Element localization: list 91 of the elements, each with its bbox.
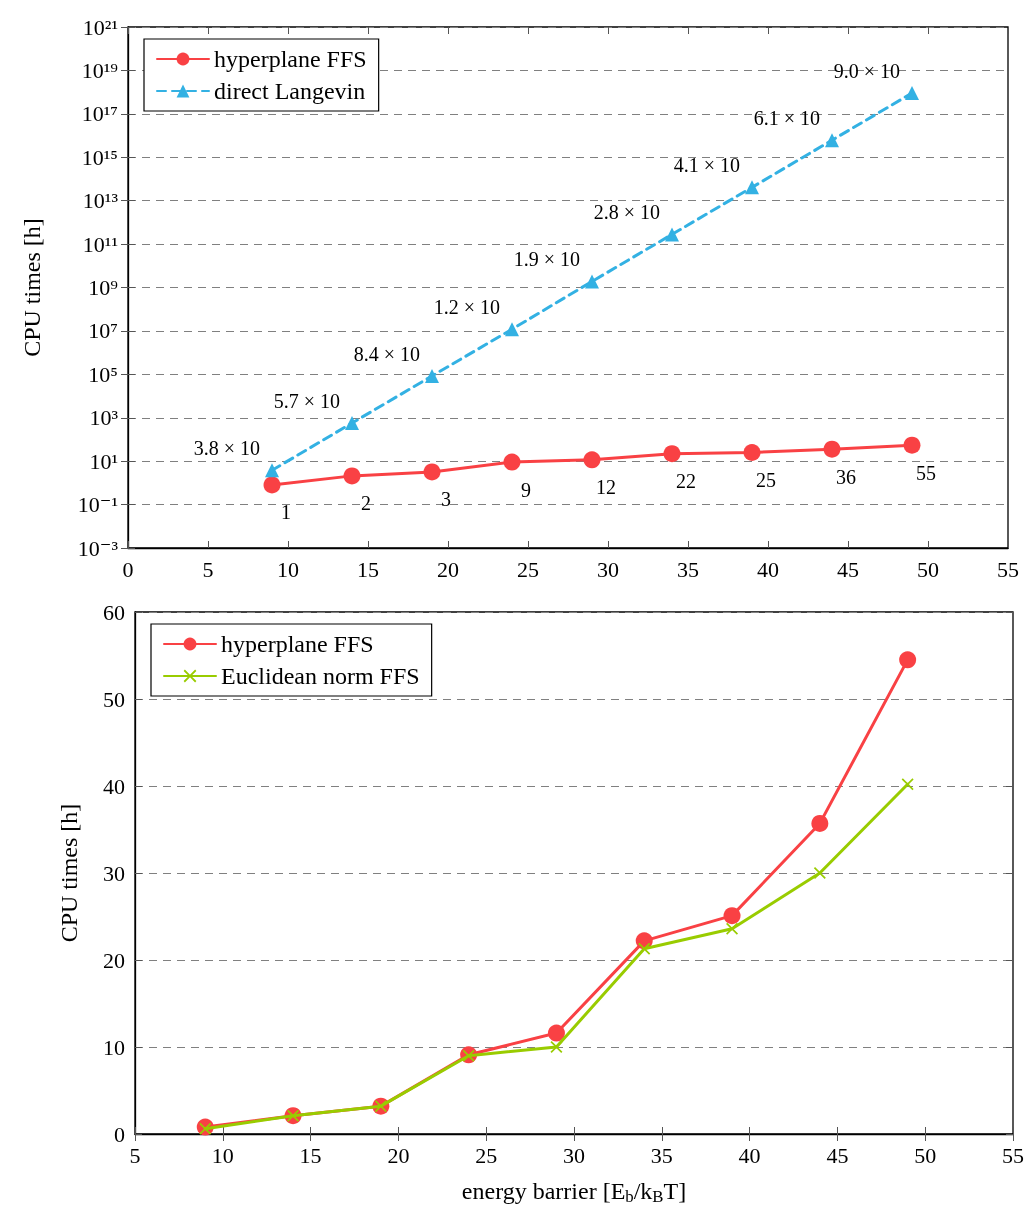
point [813,867,826,879]
point [723,907,741,925]
y-tick-label: 0 [114,1121,125,1147]
x-tick-label: 45 [826,1142,849,1168]
point [423,463,441,481]
y-tick-label: 10⁵ [88,361,118,387]
data-label: 9 [521,478,531,501]
y-tick-label: 10⁷ [88,318,118,344]
data-label: 25 [756,468,776,491]
legend-label: hyperplane FFS [214,46,367,72]
point [665,227,679,242]
x-tick-label: 40 [757,556,779,582]
point [903,436,921,454]
annotation: 9.0 × 10 [833,60,900,83]
annotation: 6.1 × 10 [753,107,820,130]
x-tick-label: 5 [129,1142,141,1168]
y-tick-label: 40 [103,773,125,799]
annotation: 8.4 × 10 [353,342,420,365]
x-tick-label: 30 [597,556,619,582]
legend-label: Euclidean norm FFS [221,663,420,689]
legend-label: direct Langevin [214,78,366,104]
point [823,440,841,458]
data-label: 12 [596,476,616,499]
point [263,476,281,494]
y-tick-label: 10¹¹ [82,231,118,257]
y-tick-label: 50 [103,686,125,712]
y-tick-label: 10⁻¹ [77,492,118,518]
point [505,322,519,337]
annotation: 4.1 × 10 [673,154,740,177]
point [663,445,681,463]
y-tick-label: 60 [103,599,125,625]
data-label: 2 [361,492,371,515]
y-tick-label: 10¹ [89,448,118,474]
annotation: 2.8 × 10 [593,201,660,224]
y-tick-label: 10¹⁹ [81,57,119,83]
point [343,467,361,485]
point [583,451,601,469]
y-tick-label: 10 [103,1034,125,1060]
y-tick-label: 10⁹ [88,275,119,300]
x-tick-label: 35 [677,556,699,582]
y-tick-label: 10¹³ [82,188,119,214]
point [905,86,919,101]
point [425,368,439,383]
x-tick-label: 20 [387,1142,410,1168]
x-tick-label: 50 [914,1142,937,1168]
data-label: 55 [916,461,936,484]
y-tick-label: 10¹⁷ [81,101,118,127]
x-tick-label: 55 [997,556,1019,582]
legend-label: hyperplane FFS [221,631,374,657]
y-tick-label: 10⁻³ [77,535,119,561]
x-tick-label: 15 [357,556,379,582]
point [901,778,914,791]
y-tick-label: 20 [103,947,125,973]
y-axis-title: CPU times [h] [19,218,45,357]
x-tick-label: 30 [563,1142,585,1168]
x-tick-label: 15 [299,1142,322,1168]
y-tick-label: 10²¹ [82,14,118,40]
data-label: 1 [281,501,291,524]
point [743,443,761,461]
point [585,274,599,289]
data-label: 36 [836,465,856,488]
y-axis-title: CPU times [h] [56,803,82,943]
point [745,180,759,195]
y-tick-label: 10¹⁵ [81,144,118,170]
x-tick-label: 20 [437,556,459,582]
data-label: 3 [441,488,451,511]
annotation: 3.8 × 10 [193,437,260,460]
point [345,416,359,431]
x-tick-label: 35 [650,1142,673,1168]
point [503,453,521,471]
point [899,651,917,669]
x-tick-label: 25 [475,1142,498,1168]
x-tick-label: 45 [837,556,859,582]
data-label: 22 [676,470,696,493]
x-tick-label: 25 [517,556,539,582]
point [638,942,651,955]
x-tick-label: 40 [738,1142,761,1168]
x-tick-label: 10 [211,1142,234,1168]
annotation: 1.9 × 10 [513,248,580,271]
annotation: 5.7 × 10 [273,390,340,413]
point [547,1024,565,1042]
x-tick-label: 5 [202,556,214,582]
point [265,463,279,478]
point [825,133,839,148]
x-tick-label: 55 [1002,1142,1024,1168]
annotation: 1.2 × 10 [433,296,500,319]
x-tick-label: 50 [917,556,939,582]
y-tick-label: 10³ [89,405,119,431]
point [811,814,829,832]
y-tick-label: 30 [103,860,125,886]
x-tick-label: 10 [277,556,299,582]
